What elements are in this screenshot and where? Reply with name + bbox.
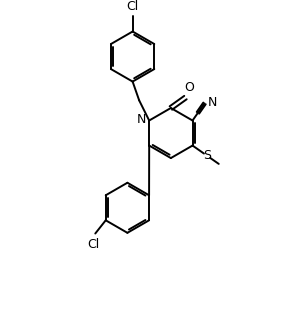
Text: Cl: Cl (127, 0, 139, 13)
Text: Cl: Cl (87, 238, 100, 251)
Text: N: N (208, 96, 218, 109)
Text: O: O (184, 81, 194, 94)
Text: N: N (136, 113, 146, 126)
Text: S: S (203, 149, 211, 162)
